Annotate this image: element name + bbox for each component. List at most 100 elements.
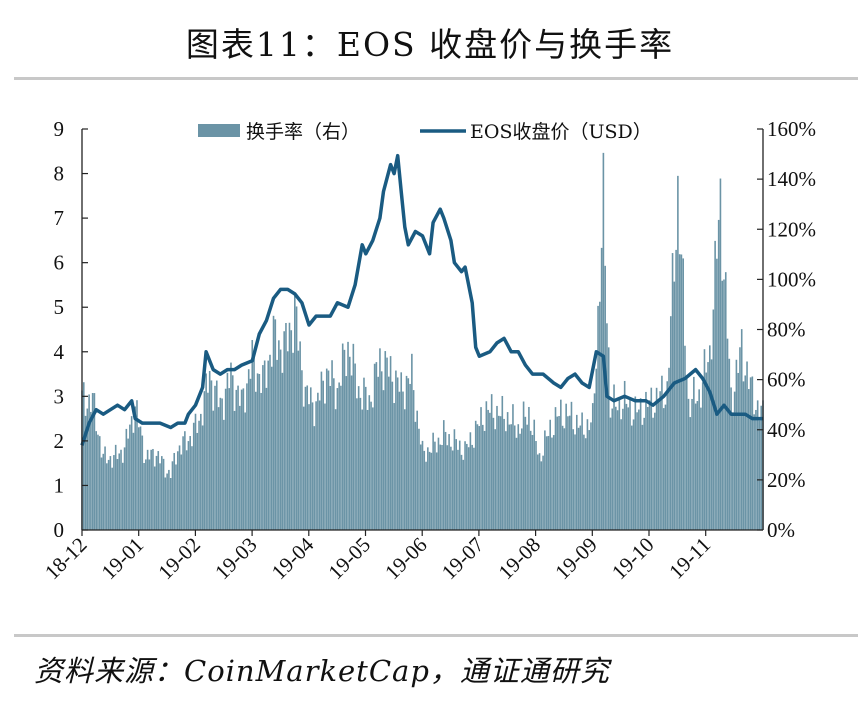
turnover-bar xyxy=(687,398,690,530)
turnover-bar xyxy=(407,378,410,530)
turnover-bar xyxy=(166,473,168,530)
turnover-bar xyxy=(260,392,262,530)
turnover-bar xyxy=(444,431,447,530)
turnover-bar xyxy=(685,378,688,530)
x-tick-label: 19-06 xyxy=(380,533,432,585)
turnover-bar xyxy=(739,347,741,530)
turnover-bar xyxy=(208,370,211,530)
turnover-bar xyxy=(416,410,418,530)
turnover-bar xyxy=(411,353,413,530)
turnover-bar xyxy=(207,392,209,530)
turnover-bar xyxy=(396,377,399,530)
turnover-bar xyxy=(400,372,403,530)
turnover-bar xyxy=(343,349,346,530)
turnover-bar xyxy=(645,391,647,530)
turnover-bar xyxy=(680,254,683,530)
turnover-bar xyxy=(646,406,649,530)
turnover-bar xyxy=(490,394,493,530)
turnover-bar xyxy=(657,402,660,530)
turnover-bar xyxy=(210,380,213,530)
price-line xyxy=(80,153,763,446)
turnover-bar xyxy=(496,405,498,530)
turnover-bar xyxy=(652,417,654,530)
turnover-bar xyxy=(134,406,137,530)
turnover-bar xyxy=(244,412,246,530)
turnover-bar xyxy=(290,330,293,530)
turnover-bar xyxy=(508,424,511,530)
turnover-bar xyxy=(678,254,681,530)
turnover-bar xyxy=(395,370,397,530)
turnover-bar xyxy=(611,408,614,530)
turnover-bar xyxy=(446,445,449,530)
turnover-bar xyxy=(258,374,261,530)
x-tick-label: 19-03 xyxy=(210,533,262,585)
turnover-bar xyxy=(130,416,133,530)
turnover-bar xyxy=(467,447,470,530)
turnover-bar xyxy=(168,469,170,530)
turnover-bar xyxy=(698,389,700,530)
turnover-bar xyxy=(354,363,356,530)
turnover-bar xyxy=(517,424,520,530)
turnover-bar xyxy=(735,359,738,530)
turnover-bar xyxy=(726,338,729,530)
turnover-bar xyxy=(531,434,534,530)
turnover-bar xyxy=(233,410,236,530)
turnover-bar xyxy=(116,459,119,530)
turnover-bar xyxy=(636,412,638,530)
turnover-bar xyxy=(398,391,401,530)
right-tick-label: 20% xyxy=(767,468,806,492)
turnover-bar xyxy=(691,398,693,530)
turnover-bar xyxy=(607,347,610,530)
turnover-bar xyxy=(146,449,149,530)
turnover-bar xyxy=(435,452,438,530)
turnover-bar xyxy=(393,403,395,530)
turnover-bar xyxy=(159,463,161,530)
turnover-bar xyxy=(405,375,408,530)
turnover-bar xyxy=(737,372,739,530)
turnover-bar xyxy=(412,390,415,530)
turnover-bar xyxy=(272,315,275,530)
turnover-bar xyxy=(121,462,124,530)
turnover-bar xyxy=(595,368,598,530)
turnover-bar xyxy=(648,400,651,530)
turnover-bar xyxy=(212,410,215,530)
turnover-bar xyxy=(350,375,353,530)
turnover-bar xyxy=(269,354,271,530)
turnover-bar xyxy=(529,430,532,530)
turnover-bar xyxy=(570,401,573,530)
turnover-bar xyxy=(544,430,546,530)
turnover-bar xyxy=(469,432,472,530)
turnover-bar xyxy=(192,422,195,530)
turnover-bar xyxy=(568,415,571,530)
turnover-bar xyxy=(561,425,564,530)
turnover-bar xyxy=(308,404,310,530)
turnover-bar xyxy=(320,371,323,530)
right-tick-label: 60% xyxy=(767,368,806,392)
turnover-bar xyxy=(748,389,750,530)
turnover-bar xyxy=(604,265,606,530)
eos-price-turnover-chart: 0 1 2 3 4 5 6 7 8 9 0% 20% 40% 60% 80% 100% 120% 140% 160%… xyxy=(40,117,816,585)
turnover-bar xyxy=(581,412,583,530)
turnover-bar xyxy=(668,367,670,530)
x-tick-label: 19-10 xyxy=(607,533,659,585)
turnover-bar xyxy=(366,409,369,530)
legend-turnover-swatch xyxy=(198,124,240,137)
x-tick-label: 19-09 xyxy=(550,533,602,585)
turnover-bar xyxy=(279,349,282,530)
turnover-bar xyxy=(375,362,378,530)
turnover-bar xyxy=(565,403,567,530)
turnover-bar xyxy=(476,424,479,530)
turnover-bar xyxy=(549,419,551,530)
turnover-bar xyxy=(494,429,497,530)
turnover-bar xyxy=(180,454,183,530)
turnover-bar xyxy=(253,350,255,530)
turnover-bar xyxy=(141,435,144,530)
turnover-bar xyxy=(86,408,89,530)
right-tick-label: 140% xyxy=(767,167,816,191)
turnover-bar xyxy=(482,424,484,530)
left-tick-label: 9 xyxy=(54,117,65,141)
turnover-bar xyxy=(485,401,488,530)
turnover-bar xyxy=(419,444,422,530)
turnover-bar xyxy=(239,405,241,530)
turnover-bar xyxy=(602,152,605,530)
